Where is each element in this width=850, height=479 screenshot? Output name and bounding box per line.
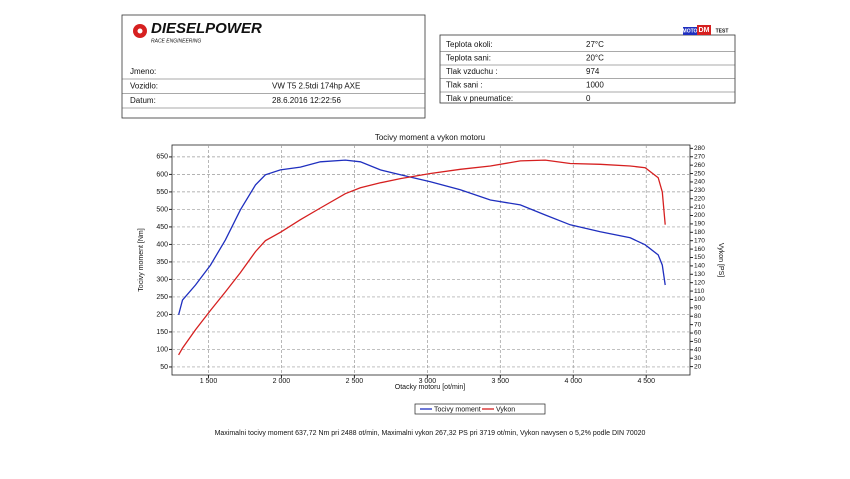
- y-tick-label: 350: [156, 259, 168, 266]
- y2-tick-label: 140: [694, 263, 705, 270]
- x-tick-label: 4 500: [637, 378, 655, 385]
- y-tick-label: 450: [156, 224, 168, 231]
- y2-tick-label: 20: [694, 363, 702, 370]
- footnote: Maximalni tocivy moment 637,72 Nm pri 24…: [215, 430, 646, 437]
- series-line: [178, 159, 666, 356]
- y-tick-label: 100: [156, 346, 168, 353]
- field-label: Jmeno:: [130, 67, 156, 76]
- y-tick-label: 150: [156, 329, 168, 336]
- y2-tick-label: 40: [694, 347, 702, 354]
- logo-icon-hole: [137, 28, 143, 34]
- y2-tick-label: 110: [694, 288, 705, 295]
- y-tick-label: 550: [156, 189, 168, 196]
- field-value: 28.6.2016 12:22:56: [272, 96, 342, 105]
- legend-label: Tocivy moment: [434, 406, 481, 413]
- y2-tick-label: 170: [694, 237, 705, 244]
- field-value: 20°C: [586, 54, 604, 63]
- y2-tick-label: 270: [694, 153, 705, 160]
- field-value: VW T5 2.5tdi 174hp AXE: [272, 82, 360, 91]
- y-tick-label: 600: [156, 171, 168, 178]
- field-label: Vozidlo:: [130, 82, 158, 91]
- y2-tick-label: 130: [694, 271, 705, 278]
- field-label: Tlak v pneumatice:: [446, 94, 513, 103]
- y-tick-label: 200: [156, 311, 168, 318]
- y-tick-label: 500: [156, 206, 168, 213]
- x-tick-label: 4 000: [565, 378, 583, 385]
- y2-tick-label: 190: [694, 221, 705, 228]
- y2-tick-label: 90: [694, 305, 702, 312]
- field-value: 974: [586, 67, 600, 76]
- y2-tick-label: 100: [694, 296, 705, 303]
- legend-label: Vykon: [496, 406, 515, 413]
- legend: [414, 403, 546, 415]
- x-tick-label: 2 500: [346, 378, 364, 385]
- y-tick-label: 300: [156, 276, 168, 283]
- y2-tick-label: 210: [694, 204, 705, 211]
- series-line: [177, 159, 666, 315]
- y2-tick-label: 120: [694, 279, 705, 286]
- right-logo: TEST: [716, 28, 729, 34]
- chart-title: Tocivy moment a vykon motoru: [375, 133, 485, 142]
- logo-badge: [697, 25, 711, 35]
- y2-tick-label: 200: [694, 212, 705, 219]
- y-tick-label: 50: [160, 364, 168, 371]
- y2-tick-label: 70: [694, 321, 702, 328]
- vehicle-box: [121, 14, 426, 119]
- y-tick-label: 650: [156, 154, 168, 161]
- y2-tick-label: 80: [694, 313, 702, 320]
- field-label: Tlak vzduchu :: [446, 67, 498, 76]
- y2-tick-label: 280: [694, 145, 705, 152]
- field-label: Tlak sani :: [446, 81, 482, 90]
- y2-tick-label: 150: [694, 254, 705, 261]
- plot-area: [171, 144, 691, 376]
- y2-axis-label: Vykon [PS]: [717, 243, 724, 277]
- logo-badge: [683, 27, 697, 35]
- field-label: Teplota sani:: [446, 54, 491, 63]
- y2-tick-label: 250: [694, 170, 705, 177]
- y-axis-label: Tocivy moment [Nm]: [138, 228, 145, 291]
- field-value: 0: [586, 94, 591, 103]
- field-value: 27°C: [586, 40, 604, 49]
- field-label: Datum:: [130, 96, 156, 105]
- x-tick-label: 1 500: [200, 378, 218, 385]
- y2-tick-label: 230: [694, 187, 705, 194]
- right-logo: MOTO: [683, 28, 698, 34]
- x-tick-label: 2 000: [273, 378, 291, 385]
- y2-tick-label: 160: [694, 246, 705, 253]
- y2-tick-label: 220: [694, 195, 705, 202]
- y-tick-label: 400: [156, 241, 168, 248]
- y2-tick-label: 260: [694, 162, 705, 169]
- x-tick-label: 3 000: [419, 378, 437, 385]
- y2-tick-label: 30: [694, 355, 702, 362]
- x-tick-label: 3 500: [492, 378, 510, 385]
- y2-tick-label: 240: [694, 179, 705, 186]
- field-label: Teplota okoli:: [446, 40, 493, 49]
- y-tick-label: 250: [156, 294, 168, 301]
- y2-tick-label: 50: [694, 338, 702, 345]
- logo: DIESELPOWER: [151, 20, 262, 37]
- right-logo: DM: [699, 27, 710, 34]
- y2-tick-label: 60: [694, 330, 702, 337]
- conditions-box: [439, 34, 736, 104]
- logo-sub: RACE ENGINEERING: [151, 38, 201, 44]
- field-value: 1000: [586, 81, 604, 90]
- y2-tick-label: 180: [694, 229, 705, 236]
- x-axis-label: Otacky motoru [ot/min]: [395, 384, 465, 391]
